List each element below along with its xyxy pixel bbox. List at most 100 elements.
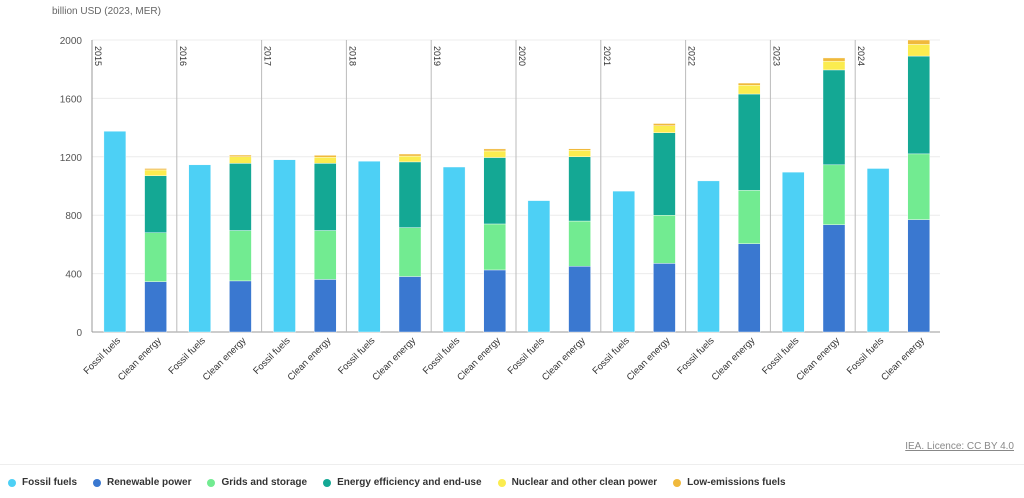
bar-segment-fossil-fuels (442, 166, 466, 333)
x-tick-label: Fossil fuels (506, 335, 548, 377)
bar-segment-low-emissions-fuels (738, 82, 761, 86)
x-tick-label: Fossil fuels (845, 335, 887, 377)
bar-segment-renewable-power (822, 224, 846, 333)
legend-label: Energy efficiency and end-use (337, 477, 482, 488)
x-tick-label: Fossil fuels (590, 335, 632, 377)
bar-segment-energy-efficiency-and-end-use (653, 132, 676, 216)
legend-swatch (673, 478, 682, 487)
bar-segment-energy-efficiency-and-end-use (144, 175, 167, 233)
year-label: 2019 (432, 46, 442, 66)
bar-segment-low-emissions-fuels (907, 39, 930, 45)
year-label: 2020 (517, 46, 527, 66)
bar-segment-energy-efficiency-and-end-use (568, 156, 591, 222)
bar-segment-grids-and-storage (568, 220, 591, 267)
x-tick-label: Clean energy (116, 335, 164, 383)
legend-item[interactable]: Grids and storage (207, 477, 307, 488)
year-label: 2021 (602, 46, 612, 66)
year-label: 2017 (263, 46, 273, 66)
bar-segment-grids-and-storage (483, 223, 506, 271)
legend-item[interactable]: Nuclear and other clean power (497, 477, 658, 488)
x-tick-label: Fossil fuels (675, 335, 717, 377)
bar-segment-grids-and-storage (822, 164, 846, 225)
x-tick-label: Fossil fuels (251, 335, 293, 377)
bar-segment-grids-and-storage (229, 230, 252, 282)
bar-segment-fossil-fuels (527, 200, 551, 333)
legend-swatch (8, 478, 16, 487)
bar-segment-grids-and-storage (144, 232, 167, 282)
y-tick-label: 2000 (60, 36, 83, 47)
bar-segment-fossil-fuels (273, 159, 296, 333)
bar-segment-fossil-fuels (188, 164, 211, 333)
x-tick-label: Clean energy (540, 335, 588, 383)
x-tick-label: Fossil fuels (166, 335, 208, 377)
x-tick-label: Clean energy (201, 335, 249, 383)
legend-item[interactable]: Fossil fuels (8, 477, 77, 488)
bar-segment-low-emissions-fuels (568, 148, 591, 151)
legend-item[interactable]: Renewable power (93, 477, 191, 488)
bar-segment-low-emissions-fuels (653, 123, 676, 126)
chart-legend: Fossil fuels Renewable power Grids and sto… (8, 477, 786, 488)
y-tick-label: 1600 (60, 94, 83, 105)
bar-segment-fossil-fuels (103, 131, 127, 333)
bar-segment-renewable-power (907, 219, 930, 333)
legend-item[interactable]: Energy efficiency and end-use (323, 477, 482, 488)
year-label: 2024 (856, 46, 866, 66)
bar-segment-nuclear-and-other-clean-power (398, 155, 422, 163)
bar-segment-fossil-fuels (782, 171, 805, 333)
bar-segment-renewable-power (483, 269, 506, 333)
legend-divider (0, 464, 1024, 465)
bar-segment-fossil-fuels (697, 180, 720, 333)
x-tick-label: Fossil fuels (421, 335, 463, 377)
x-tick-label: Fossil fuels (336, 335, 378, 377)
bar-segment-energy-efficiency-and-end-use (314, 163, 337, 231)
x-tick-label: Clean energy (625, 335, 673, 383)
x-tick-label: Clean energy (455, 335, 503, 383)
x-tick-label: Fossil fuels (82, 335, 124, 377)
bar-segment-low-emissions-fuels (483, 148, 506, 152)
bar-segment-nuclear-and-other-clean-power (144, 169, 167, 176)
bar-segment-grids-and-storage (907, 153, 930, 220)
bar-segment-nuclear-and-other-clean-power (822, 60, 846, 71)
year-label: 2016 (178, 46, 188, 66)
year-label: 2018 (347, 46, 357, 66)
bar-segment-energy-efficiency-and-end-use (738, 93, 761, 191)
licence-link[interactable]: IEA. Licence: CC BY 4.0 (905, 441, 1014, 452)
bar-segment-fossil-fuels (866, 168, 890, 333)
legend-label: Low-emissions fuels (687, 477, 786, 488)
bar-segment-grids-and-storage (398, 227, 422, 277)
bar-segment-grids-and-storage (738, 190, 761, 244)
bar-segment-renewable-power (229, 280, 252, 333)
bar-segment-nuclear-and-other-clean-power (229, 156, 252, 164)
x-tick-label: Clean energy (710, 335, 758, 383)
year-label: 2022 (687, 46, 697, 66)
bar-segment-low-emissions-fuels (314, 155, 337, 158)
bar-segment-energy-efficiency-and-end-use (398, 161, 422, 228)
bar-segment-energy-efficiency-and-end-use (907, 55, 930, 155)
bar-segment-energy-efficiency-and-end-use (822, 69, 846, 166)
legend-swatch (93, 478, 102, 487)
bar-segment-fossil-fuels (612, 190, 635, 333)
x-tick-label: Clean energy (286, 335, 334, 383)
bar-segment-renewable-power (144, 281, 167, 333)
legend-swatch (323, 478, 332, 487)
bar-segment-nuclear-and-other-clean-power (907, 44, 930, 57)
bar-segment-renewable-power (314, 279, 337, 333)
y-tick-label: 0 (76, 328, 82, 339)
legend-item[interactable]: Low-emissions fuels (673, 477, 786, 488)
bar-segment-fossil-fuels (358, 160, 381, 333)
bar-segment-low-emissions-fuels (398, 153, 422, 157)
bar-segment-energy-efficiency-and-end-use (229, 163, 252, 231)
year-label: 2023 (771, 46, 781, 66)
bar-segment-grids-and-storage (653, 214, 676, 264)
bar-segment-low-emissions-fuels (144, 168, 167, 171)
y-tick-label: 400 (65, 270, 82, 281)
legend-label: Nuclear and other clean power (511, 477, 658, 488)
year-label: 2015 (93, 46, 103, 66)
y-axis-unit-label: billion USD (2023, MER) (52, 6, 161, 17)
bar-segment-renewable-power (738, 243, 761, 333)
bar-segment-nuclear-and-other-clean-power (653, 125, 676, 133)
x-tick-label: Fossil fuels (760, 335, 802, 377)
bar-segment-nuclear-and-other-clean-power (483, 150, 506, 158)
legend-label: Grids and storage (221, 477, 308, 488)
